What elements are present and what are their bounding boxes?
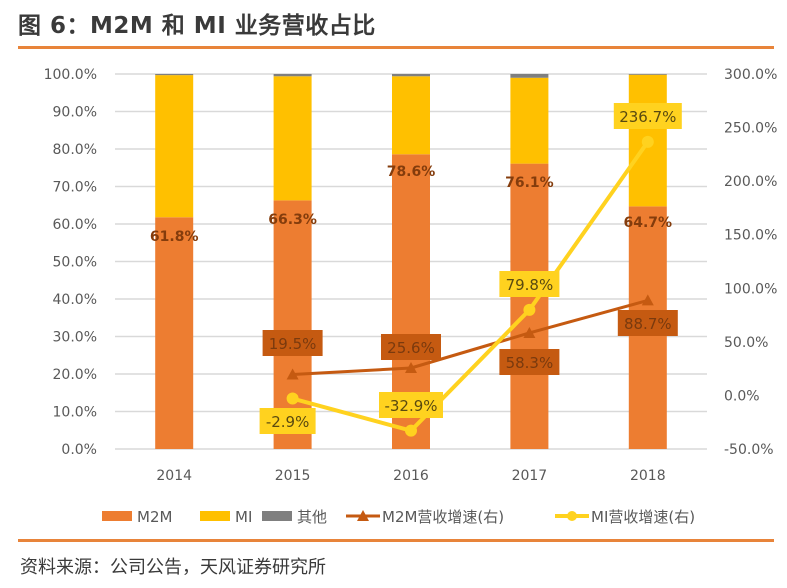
right-axis-tick-label: 200.0% bbox=[724, 174, 777, 190]
line-value-label-box bbox=[379, 392, 443, 418]
line-value-label: -2.9% bbox=[266, 413, 310, 431]
bar-other bbox=[392, 74, 430, 77]
bar-value-label: 66.3% bbox=[268, 212, 317, 228]
left-axis-tick-label: 50.0% bbox=[53, 255, 97, 271]
axes: 0.0% 10.0% 20.0% 30.0% 40.0% 50.0% 60.0% 70.0% 8… bbox=[44, 67, 778, 484]
chart: 61.8% 66.3% 78.6% 76.1% 64.7% 19.5% 25.6% 58.3%… bbox=[44, 67, 778, 526]
legend-swatch bbox=[200, 511, 230, 521]
source-divider bbox=[18, 539, 774, 542]
m2m-growth-line bbox=[292, 298, 649, 377]
right-axis-tick-label: 50.0% bbox=[724, 335, 768, 351]
right-axis-tick-label: 0.0% bbox=[724, 388, 760, 404]
line-value-label-box bbox=[262, 330, 323, 356]
left-axis-tick-label: 70.0% bbox=[53, 180, 97, 196]
lines bbox=[286, 135, 654, 437]
bar-m2m bbox=[273, 200, 312, 449]
bar-m2m bbox=[155, 217, 194, 449]
right-axis-tick-label: 250.0% bbox=[724, 121, 777, 137]
x-axis-tick-label: 2016 bbox=[393, 468, 429, 484]
line-value-label: -32.9% bbox=[384, 397, 437, 415]
legend-label: 其他 bbox=[297, 508, 327, 526]
bar-other bbox=[273, 74, 312, 77]
legend: M2M MI 其他 M2M营收增速(右) MI营收增速(右) bbox=[102, 508, 695, 526]
left-axis-tick-label: 0.0% bbox=[61, 442, 97, 458]
x-axis-tick-label: 2015 bbox=[275, 468, 311, 484]
bar-mi bbox=[510, 77, 549, 164]
line-value-label: 88.7% bbox=[624, 315, 672, 333]
line-value-label: 25.6% bbox=[387, 339, 435, 357]
mi-growth-line bbox=[292, 140, 650, 433]
right-axis-tick-label: 100.0% bbox=[724, 281, 777, 297]
left-axis-tick-label: 30.0% bbox=[53, 330, 97, 346]
right-axis-tick-label: 150.0% bbox=[724, 228, 777, 244]
line-value-label: 79.8% bbox=[506, 276, 554, 294]
triangle-marker bbox=[286, 368, 299, 380]
right-axis-tick-label: 300.0% bbox=[724, 67, 777, 83]
bar-value-label: 76.1% bbox=[505, 175, 554, 191]
bar-other bbox=[628, 74, 667, 75]
x-axis-tick-label: 2018 bbox=[630, 468, 666, 484]
line-value-label: 58.3% bbox=[506, 354, 554, 372]
bar-value-label: 78.6% bbox=[387, 164, 436, 180]
circle-marker bbox=[523, 303, 536, 316]
bar-other bbox=[510, 74, 549, 78]
x-axis-tick-label: 2017 bbox=[512, 468, 548, 484]
left-axis-tick-label: 90.0% bbox=[53, 105, 97, 121]
triangle-marker bbox=[523, 326, 536, 338]
left-axis-tick-label: 20.0% bbox=[53, 367, 97, 383]
legend-swatch bbox=[262, 511, 292, 521]
legend-label: M2M bbox=[137, 508, 172, 526]
bar-value-label: 64.7% bbox=[624, 215, 673, 231]
bar-mi bbox=[392, 76, 430, 155]
right-axis-tick-label: -50.0% bbox=[724, 442, 774, 458]
circle-marker bbox=[641, 135, 654, 148]
legend-triangle-icon bbox=[357, 510, 369, 521]
line-value-label: 236.7% bbox=[619, 108, 676, 126]
left-axis-tick-label: 100.0% bbox=[44, 67, 97, 83]
left-axis-tick-label: 10.0% bbox=[53, 405, 97, 421]
left-axis-tick-label: 80.0% bbox=[53, 142, 97, 158]
line-value-label-box bbox=[499, 271, 560, 297]
data-labels: 61.8% 66.3% 78.6% 76.1% 64.7% 19.5% 25.6% 58.3%… bbox=[150, 103, 682, 434]
left-axis-tick-label: 40.0% bbox=[53, 292, 97, 308]
triangle-marker bbox=[405, 362, 417, 373]
x-axis-tick-label: 2014 bbox=[156, 468, 192, 484]
line-value-label-box bbox=[259, 408, 316, 434]
circle-marker bbox=[286, 392, 299, 405]
left-axis-tick-label: 60.0% bbox=[53, 217, 97, 233]
legend-swatch bbox=[102, 511, 132, 521]
bar-mi bbox=[155, 75, 194, 218]
figure-title: 图 6：M2M 和 MI 业务营收占比 bbox=[18, 13, 376, 39]
triangle-marker bbox=[641, 294, 654, 306]
line-value-label-box bbox=[617, 310, 678, 336]
line-value-label-box bbox=[499, 349, 560, 375]
legend-label: MI营收增速(右) bbox=[591, 508, 695, 526]
circle-marker bbox=[405, 424, 417, 437]
bar-mi bbox=[273, 76, 312, 201]
legend-label: MI bbox=[235, 508, 252, 526]
bar-other bbox=[155, 74, 194, 76]
line-value-label: 19.5% bbox=[269, 335, 317, 353]
line-value-label-box bbox=[613, 103, 682, 129]
legend-circle-icon bbox=[567, 511, 577, 521]
title-divider bbox=[18, 46, 774, 49]
source-note: 资料来源：公司公告，天风证券研究所 bbox=[20, 557, 326, 578]
legend-label: M2M营收增速(右) bbox=[382, 508, 504, 526]
bar-value-label: 61.8% bbox=[150, 229, 199, 245]
line-value-label-box bbox=[381, 334, 441, 360]
